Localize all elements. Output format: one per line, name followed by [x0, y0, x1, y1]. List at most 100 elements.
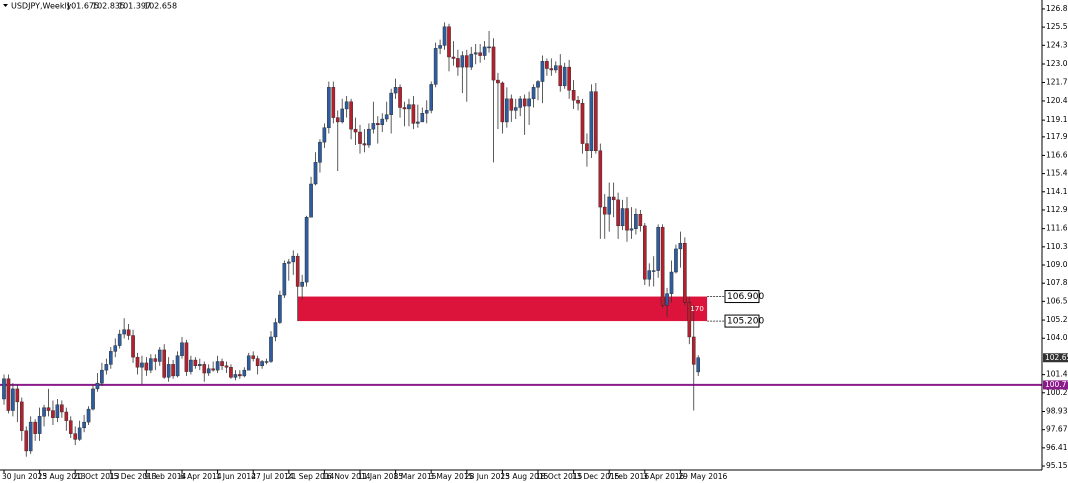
- candle-body: [264, 361, 269, 363]
- candle-body: [175, 355, 180, 377]
- candle-body: [20, 401, 24, 431]
- candle-body: [683, 242, 687, 303]
- candle-body: [295, 255, 300, 287]
- candle-body: [2, 378, 6, 400]
- y-tick-label: 95.155: [1046, 461, 1068, 470]
- candle-body: [153, 358, 158, 362]
- y-tick-label: 124.310: [1046, 40, 1068, 49]
- menu-arrow[interactable]: [3, 4, 8, 7]
- candle-body: [362, 143, 367, 146]
- y-tick-label: 119.125: [1046, 115, 1068, 124]
- supply-zone: [297, 296, 708, 322]
- y-tick-label: 121.735: [1046, 77, 1068, 86]
- candle-body: [540, 61, 545, 82]
- header-open: 101.675: [66, 2, 99, 11]
- candle-body: [585, 143, 589, 151]
- candle-body: [411, 104, 416, 124]
- candle-body: [162, 349, 167, 378]
- candle-body: [229, 367, 233, 378]
- candle-body: [509, 98, 514, 111]
- candle-body: [460, 55, 465, 68]
- candle-body: [442, 26, 447, 46]
- candle-body: [42, 407, 46, 417]
- y-tick-label: 104.010: [1046, 333, 1068, 342]
- candle-body: [117, 333, 122, 346]
- candle-body: [300, 281, 304, 287]
- x-tick-label: 6 Apr 2014: [180, 472, 222, 481]
- candle-body: [567, 66, 571, 91]
- candle-body: [500, 82, 505, 123]
- candle-body: [433, 48, 438, 85]
- candle-body: [407, 104, 411, 110]
- candle-body: [691, 336, 696, 365]
- candle-body: [197, 364, 202, 367]
- candle-body: [278, 294, 282, 323]
- candle-body: [447, 26, 451, 58]
- candle-body: [157, 349, 162, 362]
- candle-body: [687, 302, 692, 338]
- y-tick-label: 105.270: [1046, 315, 1068, 324]
- candle-body: [424, 110, 429, 114]
- candle-body: [91, 388, 95, 410]
- y-tick-label: 116.680: [1046, 150, 1068, 159]
- candle-body: [82, 421, 86, 429]
- x-tick-label: 7 Feb 2016: [607, 472, 649, 481]
- y-tick-label: 97.675: [1046, 425, 1068, 434]
- x-tick-label: 13 Dec 2015: [572, 472, 620, 481]
- zone-text: 170: [690, 305, 703, 313]
- candle-body: [287, 261, 291, 264]
- candle-body: [491, 46, 496, 81]
- candle-body: [416, 121, 420, 124]
- candle-body: [86, 408, 91, 423]
- y-tick-label: 109.085: [1046, 260, 1068, 269]
- candle-body: [313, 162, 318, 185]
- candle-body: [282, 263, 287, 296]
- candle-body: [371, 123, 376, 130]
- candle-body: [456, 58, 460, 68]
- candle-body: [465, 55, 469, 68]
- y-tick-label: 96.415: [1046, 443, 1068, 452]
- candle-body: [68, 420, 73, 434]
- candle-body: [215, 361, 220, 371]
- x-tick-label: 21 Sep 2014: [287, 472, 335, 481]
- y-tick-label: 98.935: [1046, 406, 1068, 415]
- level-label-box: [1043, 380, 1068, 390]
- candle-body: [113, 345, 118, 352]
- candle-body: [629, 228, 634, 231]
- candle-body: [46, 407, 51, 411]
- candle-body: [55, 404, 60, 418]
- candle-body: [238, 374, 242, 377]
- candle-body: [678, 242, 683, 250]
- x-tick-label: 3 May 2015: [429, 472, 473, 481]
- candle-body: [340, 108, 345, 123]
- candle-body: [60, 404, 64, 413]
- candle-body: [505, 98, 509, 123]
- candle-body: [206, 368, 211, 374]
- candle-body: [304, 216, 309, 283]
- candle-body: [322, 127, 327, 143]
- chart-title: USDJPY,Weekly: [11, 2, 72, 11]
- price-label: 102.658: [1045, 353, 1068, 362]
- candle-body: [233, 374, 238, 378]
- candle-body: [211, 368, 215, 371]
- x-tick-label: 25 Aug 2013: [38, 472, 86, 481]
- candle-body: [380, 118, 385, 126]
- x-tick-label: 20 Oct 2013: [73, 472, 120, 481]
- candle-body: [318, 141, 322, 163]
- y-tick-label: 111.605: [1046, 224, 1068, 233]
- candle-body: [220, 361, 224, 367]
- candle-body: [224, 365, 229, 368]
- y-tick-label: 125.570: [1046, 22, 1068, 31]
- candle-body: [358, 131, 362, 144]
- y-tick-label: 100.230: [1046, 388, 1068, 397]
- candle-body: [469, 53, 474, 68]
- candle-body: [554, 65, 558, 71]
- level-label: 100.776: [1045, 380, 1068, 389]
- candle-body: [335, 117, 340, 123]
- candle-body: [438, 45, 442, 49]
- candle-body: [536, 81, 540, 88]
- header-low: 101.397: [118, 2, 151, 11]
- candle-body: [193, 359, 198, 367]
- y-tick-label: 107.825: [1046, 278, 1068, 287]
- x-tick-label: 27 Jul 2014: [251, 472, 294, 481]
